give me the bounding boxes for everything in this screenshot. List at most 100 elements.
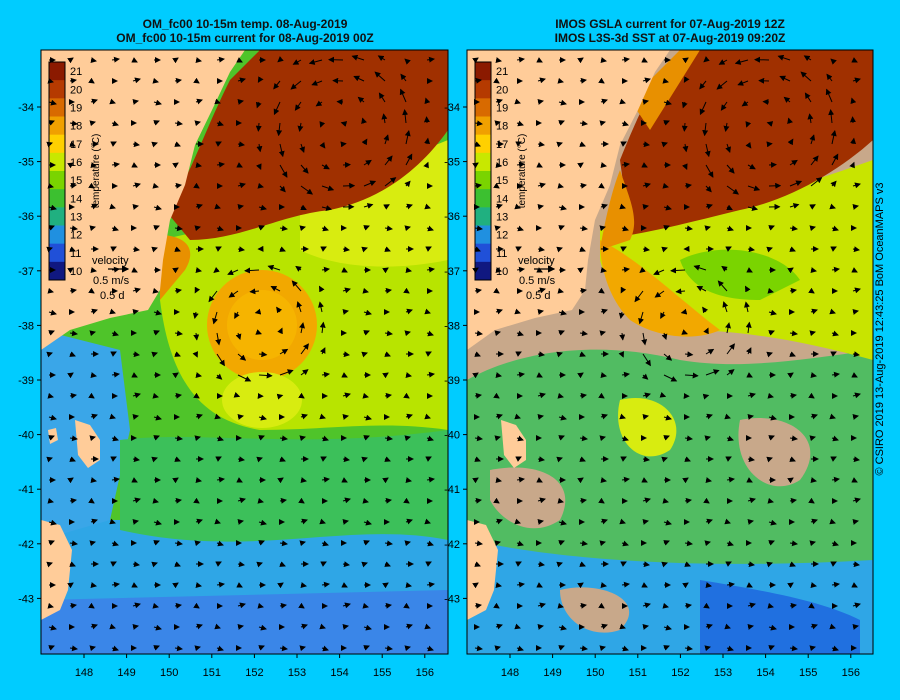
velocity-arrow: [321, 163, 330, 170]
velocity-arrow: [46, 456, 53, 463]
velocity-arrow: [47, 182, 54, 189]
velocity-arrow: [308, 59, 323, 65]
velocity-arrow: [684, 372, 699, 379]
velocity-arrow: [768, 330, 775, 336]
velocity-arrow: [851, 477, 858, 483]
velocity-arrow: [768, 624, 777, 631]
velocity-arrow: [228, 290, 239, 298]
velocity-arrow: [745, 141, 752, 149]
velocity-arrow: [426, 476, 435, 483]
velocity-arrow: [300, 204, 307, 211]
velocity-arrow: [663, 225, 670, 231]
velocity-arrow: [174, 120, 183, 127]
velocity-arrow: [830, 180, 837, 188]
velocity-arrow: [258, 372, 273, 379]
velocity-arrow: [663, 99, 672, 106]
velocity-arrow: [403, 602, 410, 609]
velocity-arrow: [277, 582, 284, 589]
velocity-arrow: [236, 57, 243, 63]
velocity-arrow: [174, 287, 182, 294]
velocity-arrow: [172, 582, 179, 589]
velocity-arrow: [831, 581, 840, 588]
velocity-arrow: [237, 624, 244, 630]
right-velocity-scale: 0.5 m/s: [519, 275, 556, 287]
velocity-arrow: [808, 287, 815, 294]
velocity-arrow: [746, 372, 753, 378]
velocity-arrow: [825, 88, 833, 103]
velocity-arrow: [424, 308, 431, 315]
velocity-arrow: [515, 246, 522, 252]
velocity-arrow: [831, 435, 839, 442]
velocity-arrow: [558, 225, 565, 231]
velocity-arrow: [516, 371, 525, 378]
velocity-arrow: [717, 280, 728, 292]
velocity-arrow: [789, 540, 798, 547]
velocity-arrow: [536, 372, 543, 378]
velocity-arrow: [725, 143, 731, 153]
velocity-arrow: [556, 456, 563, 463]
velocity-arrow: [279, 602, 287, 609]
velocity-arrow: [258, 414, 267, 421]
velocity-arrow: [426, 435, 434, 442]
colorbar-tick-label: 13: [70, 211, 82, 223]
velocity-arrow: [682, 582, 689, 589]
velocity-arrow: [789, 602, 797, 609]
velocity-arrow: [215, 141, 222, 147]
velocity-arrow: [258, 540, 265, 546]
velocity-arrow: [537, 414, 544, 420]
velocity-arrow: [153, 645, 160, 651]
velocity-arrow: [598, 392, 605, 399]
velocity-arrow: [493, 392, 500, 399]
velocity-arrow: [363, 519, 372, 526]
velocity-arrow: [342, 287, 351, 294]
velocity-arrow: [341, 477, 348, 483]
velocity-arrow: [426, 540, 434, 547]
velocity-arrow: [641, 582, 648, 588]
velocity-arrow: [195, 203, 203, 210]
velocity-arrow: [318, 301, 324, 313]
velocity-arrow: [810, 518, 818, 525]
velocity-arrow: [254, 308, 262, 315]
longitude-label: 151: [203, 667, 221, 679]
velocity-arrow: [151, 561, 158, 568]
velocity-arrow: [361, 351, 368, 358]
velocity-arrow: [237, 602, 246, 609]
velocity-arrow: [558, 645, 565, 651]
velocity-arrow: [852, 456, 860, 463]
velocity-arrow: [237, 182, 246, 189]
velocity-arrow: [787, 138, 794, 146]
velocity-arrow: [663, 204, 672, 211]
velocity-arrow: [705, 518, 713, 525]
latitude-label: -38: [18, 320, 34, 332]
velocity-arrow: [426, 581, 435, 588]
velocity-arrow: [110, 141, 117, 147]
velocity-arrow: [734, 59, 749, 65]
velocity-arrow: [67, 477, 74, 484]
velocity-arrow: [279, 540, 288, 547]
velocity-arrow: [641, 57, 648, 63]
velocity-arrow: [256, 561, 263, 568]
velocity-arrow: [88, 77, 95, 84]
velocity-arrow: [195, 162, 202, 168]
velocity-arrow: [699, 101, 707, 116]
velocity-arrow: [516, 120, 524, 127]
velocity-arrow: [195, 582, 202, 588]
velocity-arrow: [683, 76, 690, 83]
velocity-arrow: [132, 561, 140, 568]
velocity-arrow: [741, 100, 749, 107]
velocity-arrow: [90, 98, 98, 105]
velocity-arrow: [174, 77, 182, 84]
velocity-arrow: [48, 309, 57, 316]
velocity-arrow: [47, 602, 54, 609]
velocity-arrow: [132, 414, 139, 420]
velocity-arrow: [132, 519, 139, 525]
velocity-arrow: [174, 182, 182, 189]
velocity-arrow: [292, 59, 302, 65]
left-velocity-time: 0.5 d: [100, 290, 124, 302]
velocity-arrow: [298, 392, 305, 399]
velocity-arrow: [494, 225, 501, 232]
velocity-arrow: [472, 57, 479, 64]
velocity-arrow: [621, 645, 629, 652]
